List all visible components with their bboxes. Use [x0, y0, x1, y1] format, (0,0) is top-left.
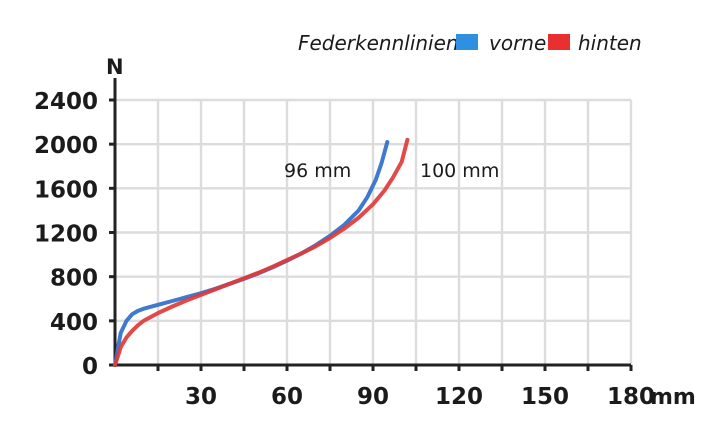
legend-title: Federkennlinien: [298, 31, 465, 55]
axes [109, 78, 633, 371]
x-axis-unit-label: mm [650, 385, 696, 410]
legend-label-vorne: vorne [489, 31, 546, 55]
x-tick-label: 90 [357, 384, 389, 410]
x-tick-label: 150 [521, 384, 569, 410]
y-tick-label: 1200 [34, 222, 98, 248]
y-tick-label: 2400 [34, 89, 98, 115]
annotation-vorne: 96 mm [284, 160, 351, 182]
y-tick-label: 400 [50, 310, 98, 336]
x-tick-label: 60 [271, 384, 303, 410]
y-axis-unit-label: N [106, 55, 124, 79]
x-tick-label: 120 [435, 384, 483, 410]
legend: Federkennlinien: vorne hinten [298, 31, 642, 55]
grid [115, 98, 633, 365]
tick-labels: 0 400 800 1200 1600 2000 2400 30 60 90 120 150 180 [34, 89, 655, 410]
y-tick-label: 2000 [34, 133, 98, 159]
x-tick-label: 180 [607, 384, 655, 410]
y-tick-label: 1600 [34, 177, 98, 203]
series-group [113, 137, 410, 367]
annotation-hinten: 100 mm [420, 160, 499, 182]
legend-swatch-hinten [548, 34, 570, 50]
legend-label-hinten: hinten [578, 31, 642, 55]
legend-swatch-vorne [456, 34, 478, 50]
y-tick-label: 800 [50, 266, 98, 292]
series-line-hinten [113, 137, 410, 367]
x-tick-label: 30 [185, 384, 217, 410]
y-tick-label: 0 [82, 354, 98, 380]
